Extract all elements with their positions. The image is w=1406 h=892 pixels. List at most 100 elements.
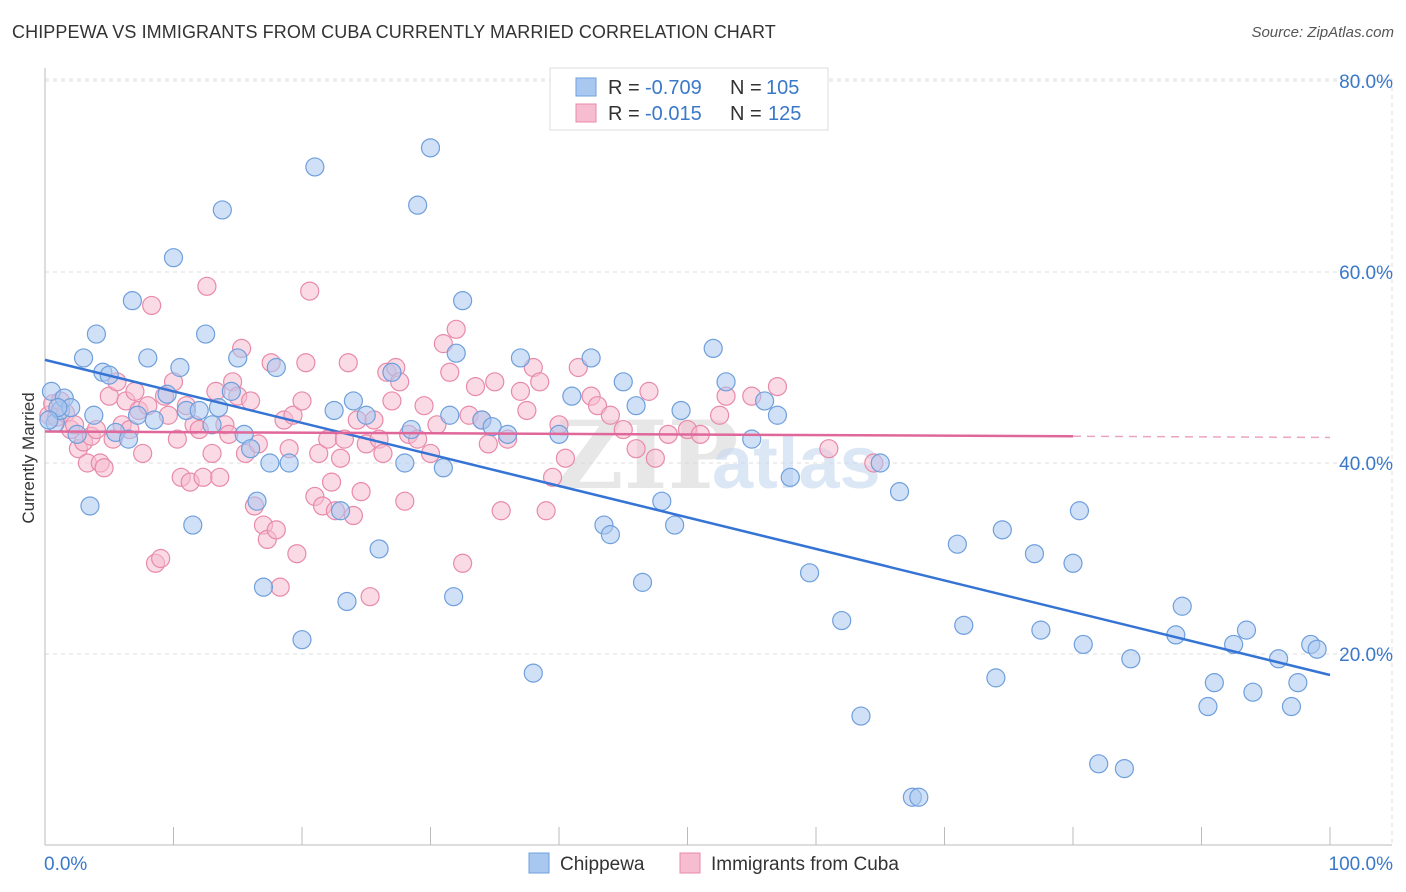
point-cuba [645,448,665,468]
y-axis-label: Currently Married [19,392,38,523]
legend-r-label-1: R = [608,77,640,99]
point-chippewa [196,324,216,344]
point-cuba [270,577,290,597]
point-chippewa [1031,620,1051,640]
point-chippewa [163,248,184,268]
point-chippewa [665,515,685,535]
point-chippewa [1307,639,1327,659]
point-cuba [360,587,380,607]
point-chippewa [1121,649,1141,669]
point-cuba [241,391,261,411]
point-chippewa [228,348,248,368]
point-cuba [382,391,402,411]
point-chippewa [832,610,852,631]
point-cuba [446,319,466,339]
x-tick-labels: 0.0% 100.0% [44,854,1393,875]
point-cuba [465,377,486,397]
source-credit: Source: ZipAtlas.com [1251,24,1394,41]
point-chippewa [626,396,646,416]
point-cuba [142,295,162,316]
point-chippewa [382,362,402,382]
point-chippewa [992,520,1012,540]
point-cuba [266,520,286,540]
point-chippewa [170,357,190,378]
point-chippewa [1073,634,1093,655]
point-chippewa [780,467,800,487]
point-cuba [167,429,187,449]
point-chippewa [324,400,344,421]
point-cuba [485,372,505,392]
point-cuba [710,405,730,425]
point-chippewa [510,348,531,368]
point-chippewa [1236,620,1257,640]
point-chippewa [1243,682,1263,702]
y-tick-label: 60.0% [1339,263,1393,284]
y-tick-label: 20.0% [1339,645,1393,666]
point-chippewa [202,415,222,435]
point-chippewa [1024,544,1045,564]
point-chippewa [138,348,158,368]
y-tick-label: 80.0% [1339,72,1393,93]
point-cuba [300,281,320,301]
point-chippewa [671,400,691,421]
bottom-legend-cuba: Immigrants from Cuba [711,854,899,875]
point-cuba [94,458,114,478]
point-chippewa [954,615,974,635]
point-chippewa [73,348,94,368]
point-cuba [453,553,473,573]
legend-r-label-2: R = [608,103,640,125]
point-chippewa [80,496,100,516]
legend-n-label-1: N = [730,77,762,99]
point-chippewa [889,482,910,502]
axes [44,68,1392,846]
point-cuba [373,443,393,464]
point-chippewa [1069,501,1090,521]
point-cuba [351,482,371,502]
point-cuba [292,391,312,411]
trend-line-cuba-extension [1072,435,1331,439]
point-chippewa [1224,634,1244,655]
point-chippewa [870,453,890,473]
point-cuba [530,372,550,392]
bottom-legend-swatch-cuba [679,852,701,874]
point-chippewa [241,439,261,459]
point-cuba [536,501,556,521]
point-chippewa [356,405,376,425]
point-chippewa [39,410,59,430]
point-cuba [133,443,153,464]
point-chippewa [562,386,582,406]
point-cuba [767,377,788,397]
series-legend: Chippewa Immigrants from Cuba [528,852,899,875]
point-cuba [600,405,621,425]
point-cuba [193,467,213,487]
point-chippewa [742,429,762,449]
point-cuba [626,439,646,459]
trend-lines [44,358,1331,677]
point-cuba [321,472,342,492]
point-cuba [309,443,329,464]
point-chippewa [1288,673,1308,693]
point-chippewa [221,381,241,401]
point-chippewa [247,491,267,511]
legend-n-value-2: 125 [768,103,801,125]
point-chippewa [401,419,421,440]
point-chippewa [716,372,736,392]
legend-n-value-1: 105 [766,77,799,99]
point-chippewa [799,563,820,583]
point-chippewa [482,417,502,437]
point-cuba [517,400,537,421]
y-tick-labels: 20.0% 40.0% 60.0% 80.0% [1339,72,1393,666]
point-cuba [197,276,217,296]
point-cuba [555,448,576,468]
point-chippewa [127,405,148,425]
trend-line-chippewa [44,358,1331,677]
point-chippewa [67,424,87,444]
point-chippewa [947,534,967,554]
point-cuba [330,448,351,468]
legend-swatch-cuba [575,103,597,123]
point-chippewa [337,591,357,612]
point-chippewa [279,453,299,473]
point-cuba [395,491,415,511]
point-cuba [440,362,460,382]
